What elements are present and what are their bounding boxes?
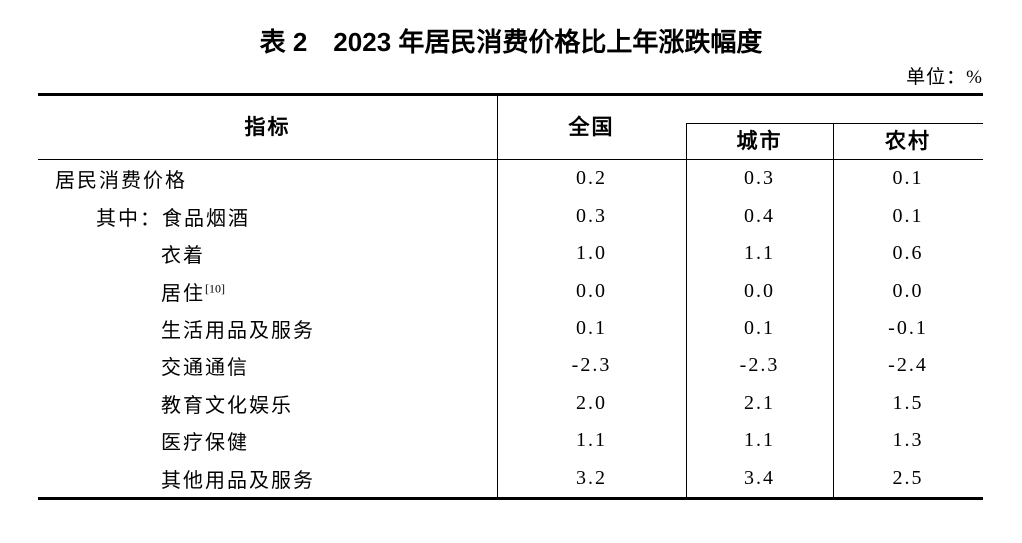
price-change-table: 指标 全国 城市 农村 居民消费价格 0.2 0.3 0.1 其中：食品烟酒 0… <box>38 93 983 500</box>
cell-rural-value: -2.4 <box>888 354 928 377</box>
row-label-text: 居民消费价格 <box>55 170 187 193</box>
cell-national-value: -2.3 <box>571 354 612 377</box>
header-separator-line <box>38 159 983 160</box>
table-row: 其他用品及服务 3.2 3.4 2.5 <box>38 460 983 497</box>
table-row: 居民消费价格 0.2 0.3 0.1 <box>38 160 983 197</box>
table-row: 教育文化娱乐 2.0 2.1 1.5 <box>38 385 983 422</box>
table-title: 表 2 2023 年居民消费价格比上年涨跌幅度 <box>259 27 763 57</box>
row-footnote-ref: [10] <box>205 280 225 295</box>
row-label: 居民消费价格 <box>38 164 497 193</box>
cell-urban-value: 0.4 <box>744 204 775 227</box>
cell-national-value: 1.0 <box>576 242 607 265</box>
row-label-text: 其他用品及服务 <box>161 469 315 492</box>
row-label-text: 交通通信 <box>161 357 249 380</box>
row-label: 其他用品及服务 <box>38 464 497 493</box>
table-row: 居住[10] 0.0 0.0 0.0 <box>38 272 983 309</box>
cell-rural-value: 0.0 <box>892 279 924 302</box>
cell-national-value: 3.2 <box>576 466 607 489</box>
row-label: 其中：食品烟酒 <box>38 202 497 231</box>
row-label: 交通通信 <box>38 351 497 380</box>
table-row: 医疗保健 1.1 1.1 1.3 <box>38 422 983 459</box>
cell-rural-value: 0.1 <box>892 167 924 190</box>
row-label: 医疗保健 <box>38 426 497 455</box>
row-label-text: 生活用品及服务 <box>161 319 315 342</box>
cell-rural-value: 0.1 <box>892 204 924 227</box>
row-label-text: 居住 <box>161 282 205 305</box>
row-label-text: 衣着 <box>161 245 205 268</box>
divider-urban-rural <box>833 123 834 497</box>
col-header-national: 全国 <box>568 116 615 139</box>
cell-national-value: 0.1 <box>576 316 607 339</box>
cell-urban-value: 2.1 <box>744 391 775 414</box>
table-row: 生活用品及服务 0.1 0.1 -0.1 <box>38 310 983 347</box>
table-row: 其中：食品烟酒 0.3 0.4 0.1 <box>38 197 983 234</box>
row-label: 衣着 <box>38 239 497 268</box>
cell-national-value: 2.0 <box>576 391 607 414</box>
unit-label: 单位：% <box>906 67 983 88</box>
cell-national-value: 0.3 <box>576 204 607 227</box>
table-bottom-border <box>38 497 983 500</box>
row-label: 生活用品及服务 <box>38 314 497 343</box>
cell-national-value: 1.1 <box>576 429 607 452</box>
cell-national-value: 0.0 <box>576 279 607 302</box>
cell-rural-value: 0.6 <box>892 242 924 265</box>
row-label-text: 食品烟酒 <box>162 207 250 230</box>
cell-urban-value: 1.1 <box>744 429 775 452</box>
cell-urban-value: 0.1 <box>744 316 775 339</box>
col-header-urban: 城市 <box>736 130 783 153</box>
cell-rural-value: 1.3 <box>892 429 924 452</box>
cell-rural-value: -0.1 <box>888 316 928 339</box>
divider-national-urban <box>686 123 687 497</box>
divider-indicator-national <box>497 93 498 497</box>
cell-rural-value: 1.5 <box>892 391 924 414</box>
cell-urban-value: 3.4 <box>744 466 775 489</box>
cell-urban-value: 0.0 <box>744 279 775 302</box>
col-header-indicator: 指标 <box>244 116 291 139</box>
row-label-prefix: 其中： <box>96 207 162 230</box>
col-header-rural: 农村 <box>885 130 931 153</box>
table-body: 居民消费价格 0.2 0.3 0.1 其中：食品烟酒 0.3 0.4 0.1 衣… <box>38 160 983 497</box>
row-label: 教育文化娱乐 <box>38 389 497 418</box>
cell-urban-value: 1.1 <box>744 242 775 265</box>
cell-urban-value: -2.3 <box>739 354 780 377</box>
row-label-text: 教育文化娱乐 <box>161 394 293 417</box>
subheader-top-border <box>686 123 983 124</box>
row-label: 居住[10] <box>38 277 497 306</box>
cell-national-value: 0.2 <box>576 167 607 190</box>
row-label-text: 医疗保健 <box>161 432 249 455</box>
cell-urban-value: 0.3 <box>744 167 775 190</box>
table-row: 衣着 1.0 1.1 0.6 <box>38 235 983 272</box>
cell-rural-value: 2.5 <box>892 466 924 489</box>
table-row: 交通通信 -2.3 -2.3 -2.4 <box>38 347 983 384</box>
table-top-border <box>38 93 983 96</box>
